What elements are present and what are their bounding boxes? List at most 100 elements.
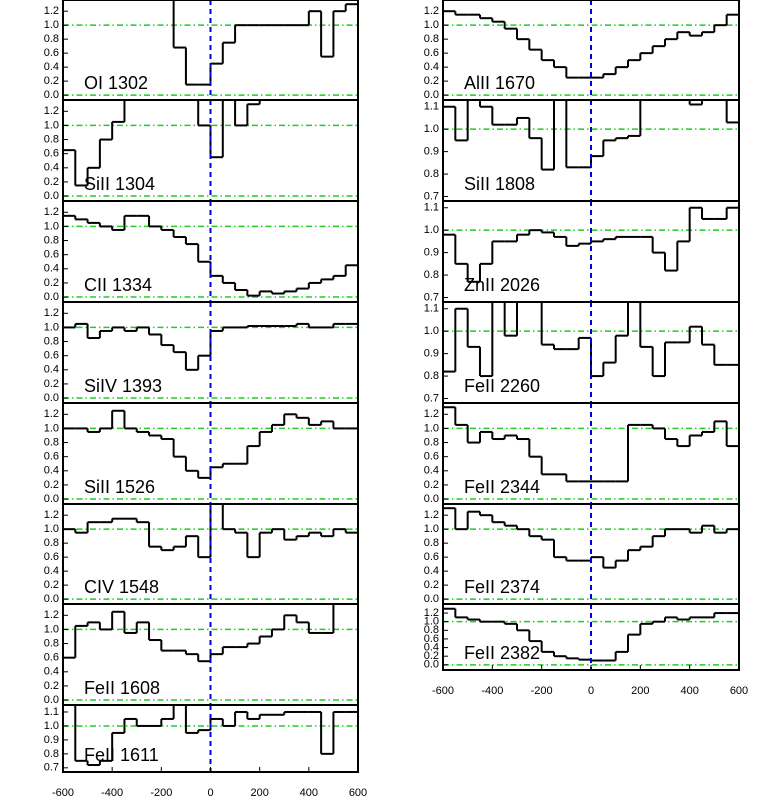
y-tick-label: 0.6 [424, 451, 439, 463]
y-tick-label: 0.9 [424, 247, 439, 259]
y-tick-label: 1.0 [424, 325, 439, 337]
y-tick-label: 0.6 [44, 47, 59, 59]
y-tick-label: 0.8 [44, 537, 59, 549]
y-tick-label: 0.6 [44, 652, 59, 664]
y-tick-label: 0.7 [424, 190, 439, 202]
x-tick-label: 600 [730, 685, 748, 697]
panel-label: FeII 1611 [84, 745, 159, 765]
y-tick-label: 1.0 [424, 523, 439, 535]
y-tick-label: 0.2 [44, 680, 59, 692]
panel-label: SiII 1808 [464, 174, 535, 194]
panel [443, 403, 739, 504]
y-tick-label: 0.6 [424, 633, 439, 645]
y-tick-label: 0.8 [424, 370, 439, 382]
y-tick-label: 0.2 [44, 277, 59, 289]
y-tick-label: 0.8 [44, 335, 59, 347]
y-tick-label: 0.6 [44, 148, 59, 160]
y-tick-label: 1.0 [424, 422, 439, 434]
y-tick-label: 1.1 [424, 101, 439, 113]
panel [443, 100, 739, 201]
panel-label: OI 1302 [84, 73, 148, 93]
panel [63, 100, 358, 201]
panel-label: FeII 2382 [464, 643, 540, 663]
panel-label: SiII 1526 [84, 477, 155, 497]
y-tick-label: 1.0 [44, 623, 59, 635]
y-tick-label: 1.0 [424, 123, 439, 135]
y-tick-label: 1.2 [44, 5, 59, 17]
y-tick-label: 1.2 [424, 607, 439, 619]
y-tick-label: 0.4 [44, 364, 59, 376]
y-tick-label: 1.0 [424, 616, 439, 628]
x-tick-label: -200 [531, 685, 553, 697]
y-tick-label: 0.6 [424, 47, 439, 59]
y-tick-label: 1.2 [44, 609, 59, 621]
y-tick-label: 0.4 [44, 162, 59, 174]
y-tick-label: 0.7 [424, 392, 439, 404]
y-tick-label: 1.1 [424, 303, 439, 315]
y-tick-label: 1.0 [44, 19, 59, 31]
y-tick-label: 0.4 [44, 465, 59, 477]
panel-label: FeII 2260 [464, 376, 540, 396]
y-tick-label: 0.0 [424, 659, 439, 671]
panel [63, 302, 358, 403]
panel [63, 705, 358, 772]
panel [443, 201, 739, 302]
y-tick-label: 1.2 [424, 509, 439, 521]
panel-label: CIV 1548 [84, 577, 159, 597]
y-tick-label: 1.1 [424, 202, 439, 214]
y-tick-label: 1.0 [44, 220, 59, 232]
panel [443, 604, 739, 670]
panel [63, 201, 358, 302]
y-tick-label: 0.2 [44, 378, 59, 390]
y-tick-label: 0.9 [44, 734, 59, 746]
y-tick-label: 0.4 [424, 465, 439, 477]
y-tick-label: 1.0 [44, 119, 59, 131]
y-tick-label: 1.0 [44, 321, 59, 333]
y-tick-label: 0.8 [424, 33, 439, 45]
y-tick-label: 0.8 [424, 168, 439, 180]
y-tick-label: 0.8 [44, 748, 59, 760]
x-tick-label: 400 [680, 685, 698, 697]
x-tick-label: -400 [101, 787, 123, 799]
y-tick-label: 0.6 [44, 350, 59, 362]
y-tick-label: 0.4 [44, 61, 59, 73]
x-tick-label: -400 [481, 685, 503, 697]
panel [443, 0, 739, 100]
y-tick-label: 0.8 [44, 234, 59, 246]
y-tick-label: 0.6 [44, 249, 59, 261]
y-tick-label: 0.2 [44, 479, 59, 491]
x-tick-label: -200 [150, 787, 172, 799]
panel-label: SiIV 1393 [84, 376, 162, 396]
panel [443, 302, 739, 403]
y-tick-label: 0.0 [44, 593, 59, 605]
y-tick-label: 0.0 [424, 493, 439, 505]
x-tick-label: 0 [588, 685, 594, 697]
y-tick-label: 0.2 [44, 579, 59, 591]
y-tick-label: 0.0 [424, 593, 439, 605]
panel-label: FeII 2374 [464, 577, 540, 597]
y-tick-label: 0.7 [44, 762, 59, 774]
y-tick-label: 0.0 [44, 493, 59, 505]
y-tick-label: 0.4 [424, 565, 439, 577]
y-tick-label: 0.2 [44, 75, 59, 87]
panel [63, 0, 358, 100]
y-tick-label: 0.8 [44, 133, 59, 145]
y-tick-label: 0.9 [424, 146, 439, 158]
y-tick-label: 0.8 [44, 436, 59, 448]
y-tick-label: 1.2 [424, 5, 439, 17]
x-tick-label: -600 [52, 787, 74, 799]
y-tick-label: 0.2 [424, 650, 439, 662]
panel-label: CII 1334 [84, 275, 152, 295]
y-tick-label: 0.0 [44, 291, 59, 303]
y-tick-label: 0.8 [44, 637, 59, 649]
panel-label: AlII 1670 [464, 73, 535, 93]
panel [63, 604, 358, 705]
y-tick-label: 1.2 [44, 105, 59, 117]
y-tick-label: 0.8 [424, 436, 439, 448]
x-tick-label: -600 [432, 685, 454, 697]
x-tick-label: 400 [300, 787, 318, 799]
y-tick-label: 0.6 [424, 551, 439, 563]
y-tick-label: 0.0 [44, 694, 59, 706]
y-tick-label: 0.2 [424, 75, 439, 87]
